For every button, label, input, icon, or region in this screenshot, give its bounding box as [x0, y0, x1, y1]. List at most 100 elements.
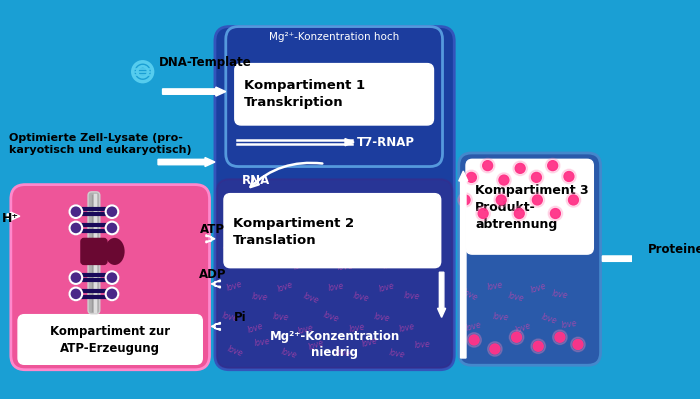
Text: love: love [514, 321, 533, 335]
Text: love: love [328, 282, 344, 293]
Circle shape [469, 335, 479, 345]
Circle shape [533, 195, 542, 205]
Text: T7-RNAP: T7-RNAP [357, 136, 414, 149]
Text: love: love [225, 345, 244, 359]
Text: love: love [353, 291, 370, 304]
Circle shape [490, 344, 500, 354]
Text: love: love [221, 311, 239, 324]
Text: love: love [398, 322, 416, 334]
FancyArrow shape [7, 212, 20, 220]
FancyArrow shape [438, 272, 446, 317]
FancyBboxPatch shape [18, 315, 202, 364]
Text: Optimierte Zell-Lysate (pro-
karyotisch und eukaryotisch): Optimierte Zell-Lysate (pro- karyotisch … [9, 132, 192, 155]
Text: RNA: RNA [242, 174, 270, 187]
FancyBboxPatch shape [224, 194, 441, 268]
Text: love: love [253, 337, 270, 348]
Text: love: love [486, 280, 503, 292]
FancyArrow shape [345, 138, 354, 146]
Circle shape [494, 193, 508, 207]
FancyArrow shape [211, 322, 220, 330]
FancyBboxPatch shape [88, 192, 100, 314]
Text: Kompartiment 1
Transkription: Kompartiment 1 Transkription [244, 79, 365, 109]
Circle shape [69, 205, 82, 218]
Text: love: love [302, 291, 320, 305]
Text: love: love [323, 310, 340, 324]
Text: love: love [377, 281, 395, 294]
Circle shape [553, 330, 567, 344]
Text: love: love [493, 312, 510, 322]
Text: love: love [529, 282, 547, 295]
Circle shape [478, 209, 488, 219]
Text: love: love [270, 246, 287, 259]
Text: love: love [226, 279, 244, 292]
Text: DNA-Template: DNA-Template [159, 56, 252, 69]
Text: Kompartiment 2
Translation: Kompartiment 2 Translation [233, 217, 354, 247]
Text: love: love [314, 248, 332, 260]
Circle shape [529, 170, 544, 185]
Circle shape [496, 195, 506, 205]
Text: Kompartiment zur
ATP-Erzeugung: Kompartiment zur ATP-Erzeugung [50, 325, 170, 355]
Circle shape [488, 342, 502, 356]
Text: love: love [280, 347, 298, 360]
Circle shape [464, 170, 479, 185]
FancyArrow shape [458, 171, 468, 358]
Circle shape [69, 271, 82, 284]
FancyArrow shape [206, 235, 215, 243]
Text: ADP: ADP [199, 269, 226, 281]
Text: love: love [508, 291, 525, 304]
Circle shape [512, 206, 526, 221]
FancyBboxPatch shape [217, 179, 452, 368]
Text: love: love [461, 287, 479, 302]
Circle shape [564, 172, 574, 182]
Text: love: love [414, 339, 431, 350]
Circle shape [548, 206, 563, 221]
Circle shape [467, 333, 482, 347]
Circle shape [69, 221, 82, 234]
Text: love: love [359, 247, 377, 262]
Circle shape [106, 221, 118, 234]
Text: love: love [307, 338, 325, 352]
Text: love: love [466, 320, 483, 333]
Circle shape [460, 195, 470, 205]
Circle shape [561, 169, 576, 184]
FancyArrow shape [162, 87, 226, 96]
Circle shape [513, 161, 527, 176]
Text: love: love [405, 247, 422, 258]
Circle shape [466, 172, 477, 182]
Text: ATP: ATP [199, 223, 225, 236]
Text: love: love [246, 322, 265, 335]
Text: love: love [361, 336, 379, 349]
FancyBboxPatch shape [226, 27, 442, 166]
Circle shape [547, 161, 558, 171]
Text: love: love [389, 348, 406, 359]
Circle shape [570, 337, 585, 352]
Circle shape [458, 193, 472, 207]
Text: Mg²⁺-Konzentration hoch: Mg²⁺-Konzentration hoch [269, 32, 399, 42]
Circle shape [545, 158, 560, 173]
FancyBboxPatch shape [234, 63, 433, 125]
Circle shape [573, 340, 583, 350]
Circle shape [106, 271, 118, 284]
Circle shape [555, 332, 565, 342]
Circle shape [106, 288, 118, 300]
Text: love: love [272, 312, 289, 322]
Text: love: love [252, 292, 269, 303]
Text: love: love [276, 280, 295, 294]
Circle shape [550, 209, 561, 219]
Text: love: love [348, 322, 365, 334]
Circle shape [106, 205, 118, 218]
Text: love: love [403, 291, 420, 302]
Text: love: love [382, 259, 400, 271]
Circle shape [531, 339, 545, 354]
Text: love: love [374, 312, 391, 323]
Circle shape [499, 175, 509, 185]
Circle shape [510, 330, 524, 344]
Circle shape [476, 206, 491, 221]
FancyBboxPatch shape [81, 239, 106, 264]
Text: Mg²⁺-Konzentration
niedrig: Mg²⁺-Konzentration niedrig [270, 330, 400, 359]
Circle shape [533, 341, 543, 351]
Circle shape [566, 193, 581, 207]
Circle shape [512, 332, 522, 342]
Text: love: love [298, 323, 315, 336]
Circle shape [480, 158, 495, 173]
